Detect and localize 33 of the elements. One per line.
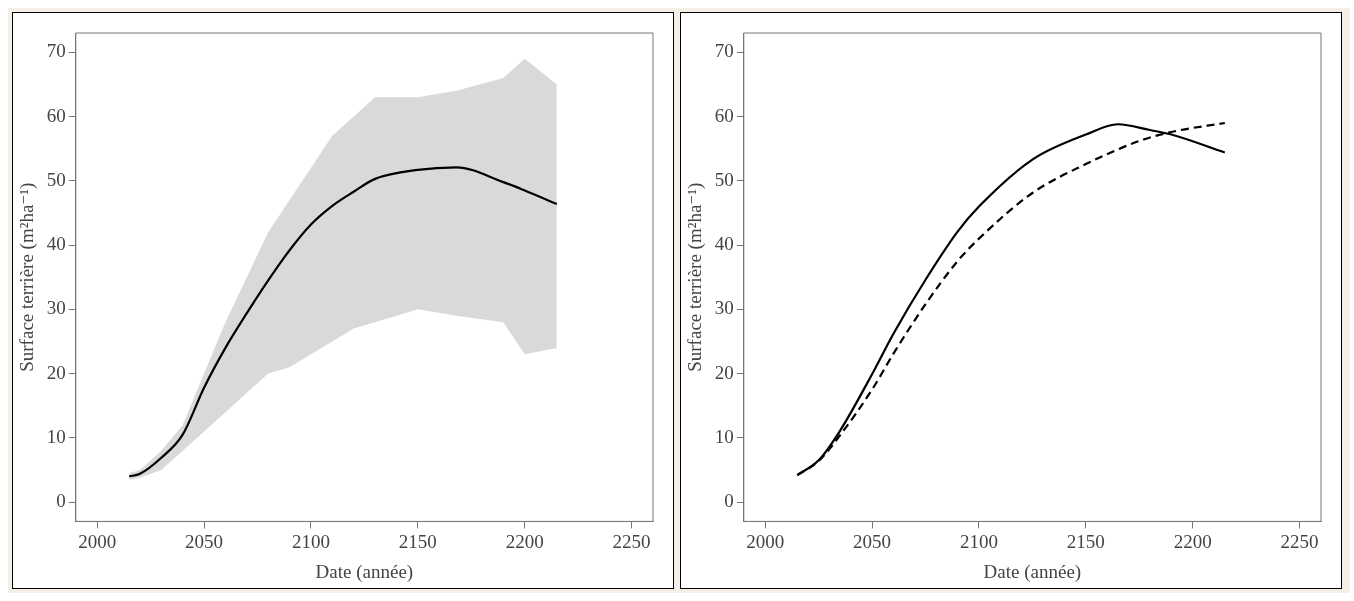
line-series — [128, 166, 558, 478]
y-tick-label: 30 — [714, 297, 734, 319]
y-tick-label: 50 — [714, 168, 734, 190]
x-tick-label: 2150 — [1066, 530, 1105, 552]
y-tick-label: 40 — [46, 233, 66, 255]
x-tick-label: 2050 — [853, 530, 892, 552]
y-tick-label: 10 — [714, 425, 734, 447]
x-tick-label: 2200 — [505, 530, 544, 552]
x-axis-title: Date (année) — [983, 560, 1082, 583]
y-tick-label: 60 — [714, 104, 734, 126]
y-tick-label: 50 — [46, 168, 66, 190]
y-tick-label: 20 — [46, 361, 66, 383]
y-tick-label: 40 — [714, 233, 734, 255]
x-tick-label: 2100 — [959, 530, 998, 552]
x-tick-label: 2250 — [1280, 530, 1319, 552]
y-tick-label: 70 — [714, 40, 734, 62]
y-tick-label: 60 — [46, 104, 66, 126]
y-tick-label: 20 — [714, 361, 734, 383]
y-axis-title: Surface terrière (m²ha⁻¹) — [16, 182, 39, 372]
x-tick-label: 2050 — [185, 530, 224, 552]
x-tick-label: 2250 — [612, 530, 651, 552]
x-tick-label: 2000 — [746, 530, 785, 552]
x-tick-label: 2150 — [398, 530, 437, 552]
y-tick-label: 0 — [56, 490, 66, 512]
x-axis-title: Date (année) — [315, 560, 414, 583]
y-axis-title: Surface terrière (m²ha⁻¹) — [684, 182, 707, 372]
y-tick-label: 70 — [46, 40, 66, 62]
y-tick-label: 0 — [724, 490, 734, 512]
x-tick-label: 2000 — [78, 530, 117, 552]
x-tick-label: 2200 — [1173, 530, 1212, 552]
y-tick-label: 30 — [46, 297, 66, 319]
y-tick-label: 10 — [46, 425, 66, 447]
x-tick-label: 2100 — [291, 530, 330, 552]
